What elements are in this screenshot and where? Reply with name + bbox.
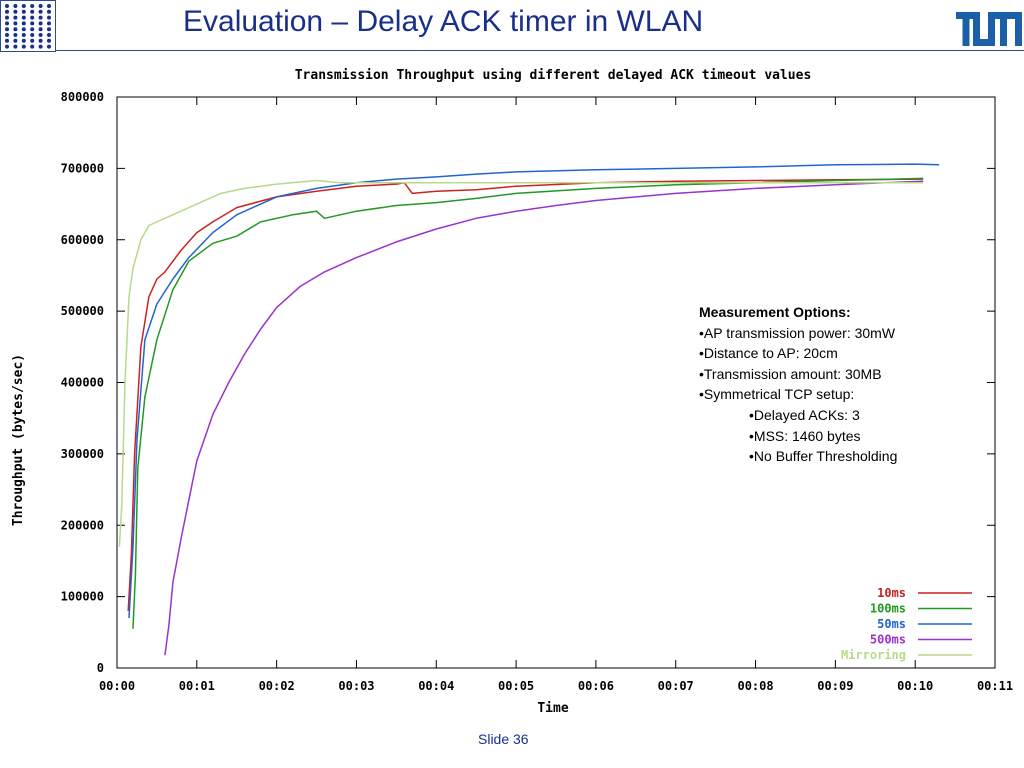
tum-logo-icon	[956, 12, 1022, 46]
x-tick-label: 00:05	[498, 679, 534, 693]
x-tick-label: 00:10	[897, 679, 933, 693]
option-item: •Transmission amount: 30MB	[699, 365, 882, 382]
y-tick-label: 0	[97, 661, 104, 675]
legend-label: Mirroring	[841, 648, 906, 662]
y-tick-label: 100000	[61, 590, 104, 604]
dot-grid-logo-icon	[0, 0, 56, 52]
x-tick-label: 00:09	[817, 679, 853, 693]
legend-label: 10ms	[877, 586, 906, 600]
x-tick-label: 00:08	[737, 679, 773, 693]
option-subitem: •Delayed ACKs: 3	[749, 406, 860, 423]
measurement-options-heading: Measurement Options:	[699, 304, 851, 320]
legend-label: 500ms	[870, 633, 906, 647]
y-tick-label: 400000	[61, 376, 104, 390]
slide-header: Evaluation – Delay ACK timer in WLAN	[0, 0, 1024, 56]
y-tick-label: 600000	[61, 233, 104, 247]
x-tick-label: 00:11	[977, 679, 1013, 693]
series-lines	[118, 163, 940, 656]
x-axis-label: Time	[537, 701, 568, 716]
series-line-50ms	[128, 163, 940, 619]
y-tick-label: 800000	[61, 90, 104, 104]
option-item: •Distance to AP: 20cm	[699, 345, 838, 362]
option-subitem: •No Buffer Thresholding	[749, 448, 898, 465]
series-line-100ms	[132, 177, 924, 629]
x-tick-label: 00:07	[658, 679, 694, 693]
option-subitem: •MSS: 1460 bytes	[749, 427, 861, 444]
x-tick-label: 00:01	[179, 679, 215, 693]
x-tick-label: 00:00	[99, 679, 135, 693]
x-tick-label: 00:02	[259, 679, 295, 693]
y-axis-label: Throughput (bytes/sec)	[11, 354, 26, 526]
x-axis: 00:00 00:01 00:02 00:03 00:04 00:05 00:06 00:07…	[99, 97, 1013, 693]
option-item: •Symmetrical TCP setup:	[699, 386, 855, 403]
slide-number: Slide 36	[478, 731, 529, 747]
legend-label: 100ms	[870, 602, 906, 616]
y-tick-label: 700000	[61, 161, 104, 175]
x-tick-label: 00:03	[338, 679, 374, 693]
y-axis: 0 100000 200000 300000 400000 500000 600000 700…	[61, 90, 995, 675]
series-line-mirroring	[118, 179, 924, 547]
header-divider	[56, 50, 1024, 51]
slide-title: Evaluation – Delay ACK timer in WLAN	[183, 5, 704, 38]
series-line-500ms	[164, 180, 924, 656]
measurement-options-box: Measurement Options: •AP transmission po…	[699, 302, 897, 467]
y-tick-label: 500000	[61, 304, 104, 318]
legend-label: 50ms	[877, 617, 906, 631]
x-tick-label: 00:06	[578, 679, 614, 693]
x-tick-label: 00:04	[418, 679, 454, 693]
chart-title: Transmission Throughput using different …	[295, 68, 812, 83]
y-tick-label: 200000	[61, 518, 104, 532]
y-tick-label: 300000	[61, 447, 104, 461]
throughput-chart: Transmission Throughput using different …	[11, 68, 1013, 716]
option-item: •AP transmission power: 30mW	[699, 324, 896, 341]
